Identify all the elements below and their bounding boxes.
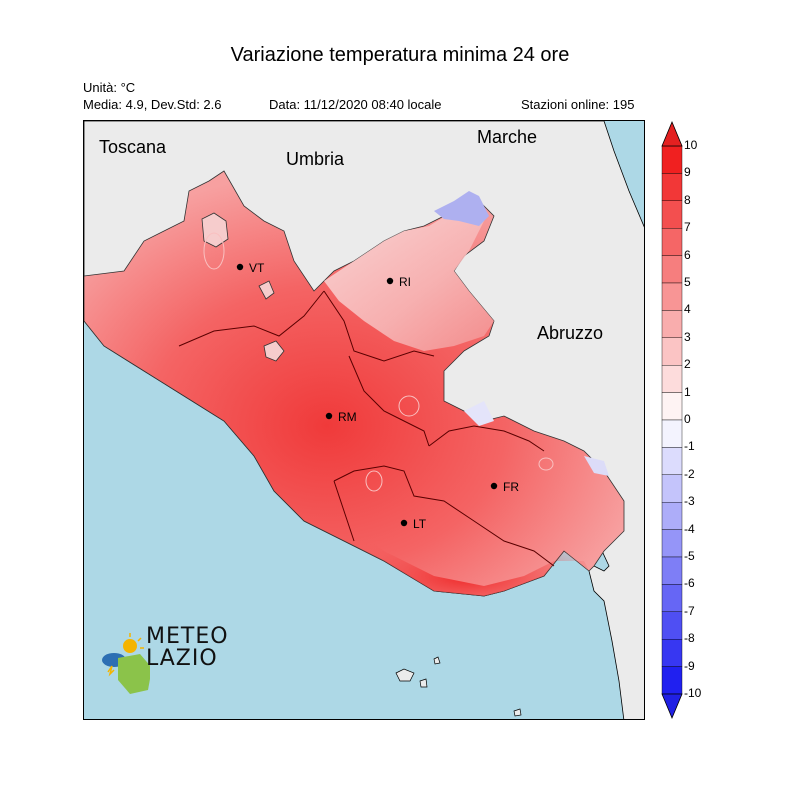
legend-tick-label: -8 <box>684 631 695 646</box>
legend-segment <box>661 255 683 284</box>
units-label: Unità: °C <box>83 80 136 95</box>
negative-patch-north <box>434 191 489 226</box>
legend-tick-label: 2 <box>684 357 691 372</box>
legend-segment <box>661 173 683 202</box>
legend-segment <box>661 666 683 695</box>
city-label-rm: RM <box>338 410 357 424</box>
legend-tick-label: -1 <box>684 439 695 454</box>
legend-tick-label: 3 <box>684 329 691 344</box>
contour-highlights <box>203 232 554 492</box>
legend-tick-label: -6 <box>684 576 695 591</box>
islands <box>395 656 522 717</box>
legend-tick-label: 1 <box>684 384 691 399</box>
map-panel: Toscana Umbria Marche Abruzzo VT RI RM F… <box>83 120 645 720</box>
region-label-abruzzo: Abruzzo <box>537 323 603 343</box>
legend-bottom-arrow <box>661 693 683 720</box>
stats-label: Media: 4.9, Dev.Std: 2.6 <box>83 97 222 112</box>
legend-tick-label: 10 <box>684 138 698 152</box>
legend-segment <box>661 200 683 229</box>
city-marker-rm <box>325 412 333 420</box>
legend-segment <box>661 474 683 503</box>
legend-segment <box>661 282 683 311</box>
legend-scale <box>661 120 683 720</box>
legend-tick-label: -10 <box>684 686 702 700</box>
city-marker-fr <box>490 482 498 490</box>
region-label-marche: Marche <box>477 127 537 147</box>
legend-tick-label: -5 <box>684 549 695 563</box>
legend-segment <box>661 337 683 366</box>
meteolazio-logo: METEO LAZIO <box>100 624 250 698</box>
legend-segment <box>661 364 683 393</box>
south-coast-zone <box>284 501 589 596</box>
legend-tick-label: 4 <box>684 302 691 317</box>
legend-tick-label: -9 <box>684 658 695 673</box>
legend-tick-label: -2 <box>684 466 695 481</box>
logo-text-line1: METEO <box>146 624 229 649</box>
legend-colorbar <box>660 120 730 720</box>
legend-tick-label: 9 <box>684 165 691 180</box>
date-label: Data: 11/12/2020 08:40 locale <box>269 97 442 112</box>
legend-segment <box>661 227 683 256</box>
legend-segment <box>661 556 683 585</box>
logo-icon <box>102 633 150 694</box>
negative-patch-southeast <box>584 456 609 476</box>
legend-tick-label: -3 <box>684 494 695 509</box>
city-label-vt: VT <box>249 261 265 275</box>
legend-tick-label: 6 <box>684 247 691 262</box>
logo-text-line2: LAZIO <box>146 646 218 671</box>
legend-segment <box>661 529 683 558</box>
city-latina: LT <box>400 517 427 531</box>
city-marker-lt <box>400 519 408 527</box>
rieti-zone <box>324 196 494 351</box>
city-frosinone: FR <box>490 480 519 494</box>
city-rieti: RI <box>386 275 411 289</box>
city-marker-vt <box>236 263 244 271</box>
legend-tick-label: -4 <box>684 521 695 536</box>
legend-tick-label: 8 <box>684 192 691 207</box>
legend-segment <box>661 584 683 612</box>
province-borders <box>178 290 555 567</box>
legend-segment <box>661 392 683 421</box>
region-label-toscana: Toscana <box>99 137 167 157</box>
legend-tick-label: -7 <box>684 603 695 618</box>
legend-tick-label: 5 <box>684 275 691 289</box>
legend-segment <box>661 419 683 448</box>
legend-segment <box>661 611 683 640</box>
legend-segment <box>661 145 683 174</box>
city-marker-ri <box>386 277 394 285</box>
city-label-fr: FR <box>503 480 519 494</box>
city-roma: RM <box>325 410 357 424</box>
city-viterbo: VT <box>236 261 265 275</box>
region-label-umbria: Umbria <box>286 149 345 169</box>
negative-patch-east <box>464 401 494 426</box>
stations-label: Stazioni online: 195 <box>521 97 635 112</box>
legend-segment <box>661 502 683 530</box>
map-canvas: Toscana Umbria Marche Abruzzo VT RI RM F… <box>84 121 644 719</box>
legend-tick-label: 0 <box>684 412 691 426</box>
legend-segment <box>661 639 683 667</box>
legend-segment <box>661 310 683 338</box>
city-label-lt: LT <box>413 517 427 531</box>
legend-segment <box>661 447 683 475</box>
legend-tick-label: 7 <box>684 220 691 235</box>
legend-top-arrow <box>661 120 683 147</box>
city-label-ri: RI <box>399 275 411 289</box>
map-title: Variazione temperatura minima 24 ore <box>230 44 570 66</box>
